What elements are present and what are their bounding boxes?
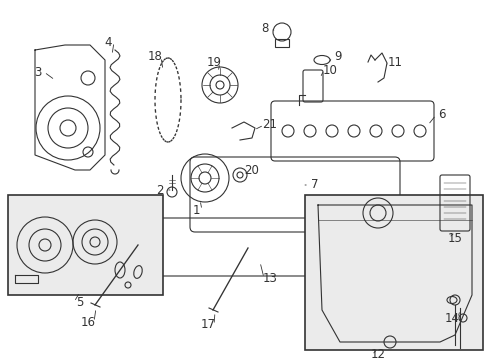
Text: 7: 7	[311, 179, 318, 192]
Text: 14: 14	[444, 311, 459, 324]
Text: 11: 11	[386, 55, 402, 68]
Text: 9: 9	[334, 50, 341, 63]
Text: 1: 1	[192, 203, 199, 216]
Text: 15: 15	[447, 231, 462, 244]
Text: 20: 20	[244, 163, 259, 176]
Text: 8: 8	[261, 22, 268, 35]
Text: 5: 5	[76, 296, 83, 309]
Text: 21: 21	[262, 118, 277, 131]
Bar	[274, 39, 288, 47]
Text: 2: 2	[156, 184, 163, 197]
Bar	[305, 195, 482, 350]
Text: 10: 10	[322, 63, 337, 77]
Text: 3: 3	[34, 66, 41, 78]
Text: 13: 13	[262, 271, 277, 284]
Text: 6: 6	[437, 108, 445, 122]
Text: 19: 19	[206, 57, 221, 69]
Text: 12: 12	[370, 348, 385, 360]
Text: 16: 16	[81, 315, 95, 328]
Text: 18: 18	[147, 50, 162, 63]
Text: 4: 4	[104, 36, 112, 49]
Bar	[8, 195, 163, 295]
Text: 17: 17	[200, 319, 215, 332]
